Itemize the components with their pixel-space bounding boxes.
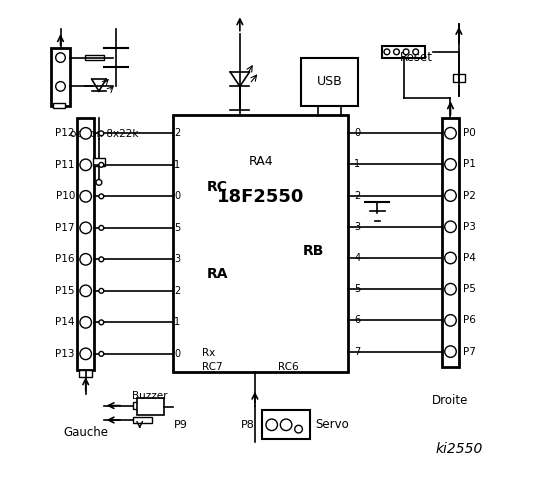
Text: RB: RB xyxy=(303,244,325,258)
Circle shape xyxy=(56,82,65,91)
Circle shape xyxy=(295,425,302,433)
Circle shape xyxy=(99,351,104,356)
Circle shape xyxy=(80,317,91,328)
Circle shape xyxy=(445,127,456,139)
Text: P8: P8 xyxy=(241,420,254,430)
Text: RC7: RC7 xyxy=(202,362,223,372)
Circle shape xyxy=(99,131,104,136)
Bar xyxy=(133,417,152,423)
Circle shape xyxy=(280,419,292,431)
Text: P13: P13 xyxy=(55,349,75,359)
Text: 3: 3 xyxy=(354,222,361,232)
Text: P15: P15 xyxy=(55,286,75,296)
Text: RA: RA xyxy=(207,267,228,281)
Circle shape xyxy=(445,346,456,357)
Text: P10: P10 xyxy=(55,192,75,201)
Bar xyxy=(133,402,152,409)
Circle shape xyxy=(80,159,91,170)
Circle shape xyxy=(413,49,419,55)
Text: Droite: Droite xyxy=(432,394,469,408)
Text: 6: 6 xyxy=(354,315,361,325)
Bar xyxy=(173,115,348,372)
Circle shape xyxy=(266,419,278,431)
Circle shape xyxy=(99,226,104,230)
Text: 1: 1 xyxy=(174,160,180,170)
Circle shape xyxy=(96,180,102,185)
Text: P16: P16 xyxy=(55,254,75,264)
Circle shape xyxy=(445,315,456,326)
Text: P11: P11 xyxy=(55,160,75,170)
Text: 0: 0 xyxy=(174,192,180,201)
Text: 2: 2 xyxy=(174,286,180,296)
Text: 2: 2 xyxy=(174,128,180,138)
Circle shape xyxy=(56,53,65,62)
Text: ki2550: ki2550 xyxy=(435,442,483,456)
Text: Rx: Rx xyxy=(202,348,215,358)
Circle shape xyxy=(99,194,104,199)
Circle shape xyxy=(445,190,456,201)
Text: 2: 2 xyxy=(354,191,361,201)
Text: RA4: RA4 xyxy=(249,155,273,168)
Text: 5: 5 xyxy=(354,284,361,294)
Text: Buzzer: Buzzer xyxy=(132,391,167,401)
Text: Servo: Servo xyxy=(315,418,348,432)
Bar xyxy=(137,398,164,415)
Text: P5: P5 xyxy=(463,284,476,294)
Circle shape xyxy=(80,222,91,234)
Text: option 8x22k: option 8x22k xyxy=(70,130,139,139)
Text: 5: 5 xyxy=(174,223,180,233)
Bar xyxy=(85,55,104,60)
Text: USB: USB xyxy=(316,75,342,88)
Bar xyxy=(77,118,94,370)
Text: P0: P0 xyxy=(463,128,476,138)
Bar xyxy=(79,370,92,377)
Circle shape xyxy=(394,49,399,55)
Text: P3: P3 xyxy=(463,222,476,232)
Text: 7: 7 xyxy=(354,347,361,357)
Bar xyxy=(442,118,459,367)
Circle shape xyxy=(80,253,91,265)
Text: P6: P6 xyxy=(463,315,476,325)
Circle shape xyxy=(445,159,456,170)
Circle shape xyxy=(445,283,456,295)
Text: P17: P17 xyxy=(55,223,75,233)
Bar xyxy=(453,74,465,82)
Bar xyxy=(53,103,65,108)
Text: 4: 4 xyxy=(354,253,361,263)
Circle shape xyxy=(445,252,456,264)
Bar xyxy=(300,58,358,106)
Text: P1: P1 xyxy=(463,159,476,169)
Circle shape xyxy=(80,191,91,202)
Circle shape xyxy=(80,128,91,139)
Text: Reset: Reset xyxy=(399,51,432,64)
Text: P12: P12 xyxy=(55,128,75,138)
Bar xyxy=(262,410,310,439)
Circle shape xyxy=(403,49,409,55)
Text: 0: 0 xyxy=(174,349,180,359)
Circle shape xyxy=(384,49,390,55)
Text: Gauche: Gauche xyxy=(63,425,108,439)
Circle shape xyxy=(99,288,104,293)
Text: 1: 1 xyxy=(174,317,180,327)
Circle shape xyxy=(80,348,91,360)
Circle shape xyxy=(80,285,91,297)
Circle shape xyxy=(99,320,104,325)
Bar xyxy=(93,158,105,166)
Circle shape xyxy=(99,257,104,262)
Text: 1: 1 xyxy=(354,159,361,169)
Text: 18F2550: 18F2550 xyxy=(217,188,305,206)
Text: 3: 3 xyxy=(174,254,180,264)
Bar xyxy=(51,48,70,106)
Text: P4: P4 xyxy=(463,253,476,263)
Circle shape xyxy=(99,162,104,167)
Text: P14: P14 xyxy=(55,317,75,327)
Text: 0: 0 xyxy=(354,128,361,138)
Circle shape xyxy=(445,221,456,233)
Text: RC: RC xyxy=(207,180,228,194)
Text: P9: P9 xyxy=(174,420,187,430)
Text: RC6: RC6 xyxy=(278,362,299,372)
Text: P2: P2 xyxy=(463,191,476,201)
Text: P7: P7 xyxy=(463,347,476,357)
Bar xyxy=(382,46,425,58)
